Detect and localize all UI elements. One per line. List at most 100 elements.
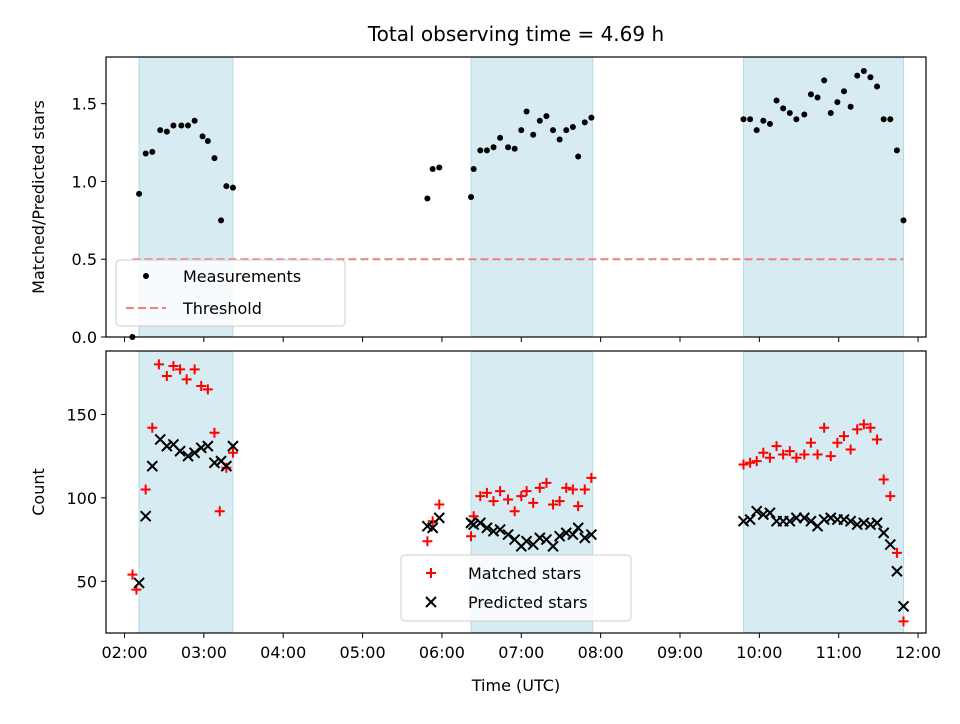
predicted-star-marker [858,517,870,529]
measurement-point [747,116,754,123]
matched-star-marker [567,484,578,495]
measurement-point [505,144,512,151]
legend-plus-marker [426,568,436,578]
axes-frame [105,56,927,338]
measurement-point [530,131,537,138]
measurement-point [211,155,218,162]
matched-star-marker [561,482,572,493]
predicted-star-marker [798,512,811,524]
matched-star-marker [819,422,830,433]
matched-star-marker [168,361,179,372]
legend-label: Threshold [182,299,262,318]
x-axis-label: Time (UTC) [471,676,560,695]
predicted-star-marker [825,512,837,524]
shaded-interval [138,350,234,634]
matched-star-marker [586,472,597,483]
matched-star-marker [534,482,545,493]
predicted-star-marker [757,508,770,521]
measurement-point [523,108,530,115]
bottom-panel: 50 100 150 02:00 03:00 04:00 05:00 06:00 07:00 08… [29,350,941,695]
measurement-point [511,145,518,152]
matched-star-marker [858,419,869,430]
measurement-point [477,147,484,154]
predicted-star-marker [227,440,239,452]
matched-star-marker [466,531,477,542]
predicted-star-marker [494,523,506,536]
y-axis-label: Matched/Predicted stars [29,100,48,294]
measurement-point [536,117,543,124]
measurement-point [424,195,431,202]
matched-star-marker [579,484,590,495]
x-tick-label: 12:00 [895,643,941,662]
measurement-point [470,166,477,172]
matched-star-marker [878,474,889,485]
measurement-point [860,68,867,74]
measurement-point [827,110,834,116]
matched-star-marker [422,536,433,547]
y-tick-label: 0.0 [72,328,97,347]
matched-star-marker [784,446,795,457]
predicted-star-marker [838,513,850,526]
measurement-point [483,147,490,154]
legend-dot-marker [143,273,149,279]
predicted-star-marker [139,510,152,522]
measurement-point [563,127,570,134]
matched-star-marker [548,499,559,510]
legend-label: Predicted stars [468,593,588,612]
matched-star-marker [805,437,816,448]
predicted-star-marker [220,460,233,472]
predicted-star-marker [195,442,207,454]
measurement-point [550,127,557,134]
measurement-point [847,103,854,110]
matched-star-marker [885,491,896,502]
x-tick-label: 10:00 [736,643,782,662]
figure-title: Total observing time = 4.69 h [367,22,664,46]
matched-star-marker [127,569,138,580]
measurement-point [556,136,563,143]
y-tick-label: 150 [66,405,97,424]
matched-star-marker [799,449,810,460]
measurement-point [867,74,874,81]
measurement-point [429,166,436,172]
measurement-point [142,150,149,157]
matched-star-marker [891,547,902,558]
predicted-star-marker [487,525,500,537]
matched-star-marker [196,381,207,392]
y-tick-label: 1.5 [72,95,97,114]
predicted-star-marker [174,445,186,457]
measurement-point [893,147,900,154]
measurement-point [807,91,814,98]
predicted-star-marker [520,535,533,547]
measurement-point [766,120,773,127]
matched-star-marker [481,487,492,498]
predicted-star-marker [433,512,445,524]
predicted-star-marker [579,532,591,544]
matched-star-marker [825,451,836,462]
x-tick-label: 07:00 [498,643,544,662]
measurement-point [490,144,497,151]
matched-star-marker [516,491,527,502]
predicted-star-marker [891,565,903,577]
matched-star-marker [778,449,789,460]
measurement-point [801,111,808,118]
measurement-point [149,148,156,155]
matched-star-marker [503,494,514,505]
measurement-point [588,114,595,121]
matched-star-marker [509,506,520,517]
predicted-star-marker [208,457,221,469]
legend: Measurements Threshold [115,259,346,327]
measurement-point [218,217,225,224]
matched-star-marker [898,616,909,627]
matched-star-marker [812,449,823,460]
axes-frame [105,350,927,634]
predicted-star-marker [784,515,796,527]
measurement-point [887,116,894,123]
matched-star-marker [209,427,220,438]
y-tick-label: 100 [66,489,97,508]
legend-label: Measurements [183,267,301,286]
measurement-point [199,133,206,140]
y-tick-label: 0.5 [72,250,97,269]
predicted-star-marker [182,450,194,462]
matched-star-marker [153,359,164,370]
